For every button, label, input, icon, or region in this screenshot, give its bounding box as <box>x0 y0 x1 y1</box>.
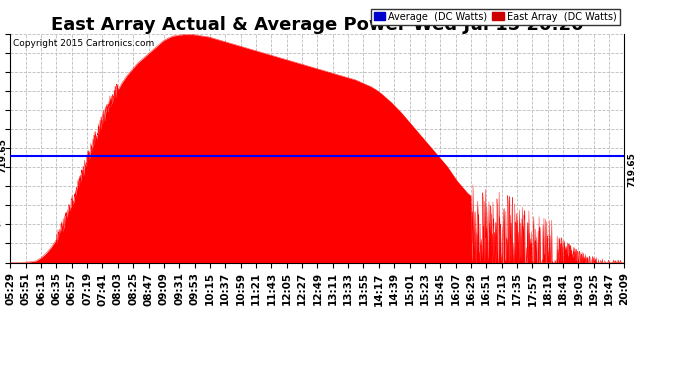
Legend: Average  (DC Watts), East Array  (DC Watts): Average (DC Watts), East Array (DC Watts… <box>371 9 620 25</box>
Text: Copyright 2015 Cartronics.com: Copyright 2015 Cartronics.com <box>13 39 155 48</box>
Title: East Array Actual & Average Power Wed Jul 15 20:20: East Array Actual & Average Power Wed Ju… <box>51 16 584 34</box>
Text: 719.65: 719.65 <box>0 138 8 173</box>
